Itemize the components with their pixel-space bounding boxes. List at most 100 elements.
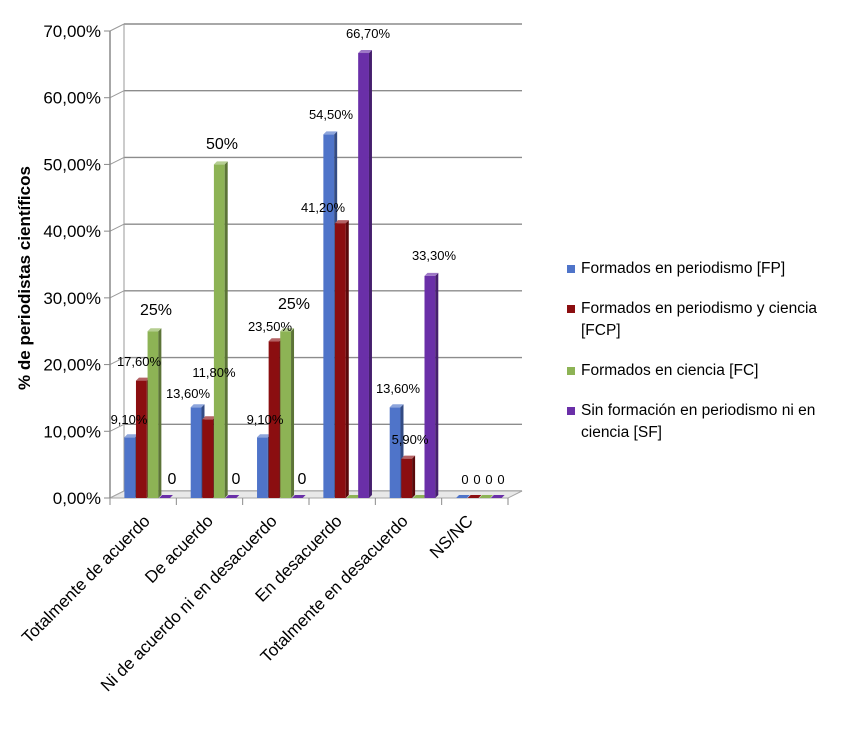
y-tick-label: 30,00% (43, 289, 101, 308)
bar-front (213, 164, 225, 498)
bar-side (158, 328, 162, 498)
bar-front (202, 419, 214, 498)
bar-top (334, 220, 349, 224)
bar-side (291, 328, 295, 498)
bar-top (124, 434, 139, 438)
bar-zero (490, 495, 505, 498)
legend-swatch (567, 367, 575, 375)
data-label: 25% (140, 302, 172, 319)
bar-4-6 (490, 495, 505, 498)
x-category-label: Totalmente de acuerdo (18, 511, 154, 647)
data-label: 0 (485, 472, 492, 487)
bar-top (147, 328, 162, 332)
data-label: 17,60% (117, 354, 162, 369)
bar-zero (412, 495, 427, 498)
y-tick-label: 60,00% (43, 89, 101, 108)
y-tick-label: 20,00% (43, 356, 101, 375)
bar-top (389, 404, 404, 408)
data-label: 11,80% (192, 365, 236, 380)
bar-front (334, 223, 346, 498)
data-label: 13,60% (166, 386, 211, 401)
data-label: 0 (168, 471, 177, 488)
data-label: 33,30% (412, 248, 457, 263)
legend-label: Sin formación en periodismo ni en cienci… (581, 402, 816, 441)
bar-top (280, 328, 295, 332)
gridline-side (109, 90, 125, 99)
data-label: 41,20% (301, 200, 346, 215)
bar-top (213, 161, 228, 165)
legend-swatch (567, 407, 575, 415)
bar-top (257, 434, 271, 438)
gridline-side (109, 357, 125, 366)
y-tick-label: 10,00% (43, 422, 101, 441)
bar-4-2 (225, 495, 240, 498)
bar-front (135, 380, 147, 498)
bar-top (202, 416, 217, 420)
bar-zero (346, 495, 361, 498)
data-label: 66,70% (346, 26, 391, 41)
gridlines (109, 23, 522, 499)
gridline-side (109, 290, 125, 299)
legend-swatch (567, 265, 575, 273)
bar-front (147, 331, 159, 498)
bar-front (280, 331, 292, 498)
bar-4-1 (159, 495, 173, 498)
legend-label: Formados en periodismo [FP] (581, 260, 786, 277)
bar-top (190, 404, 205, 408)
data-label: 0 (461, 472, 468, 487)
data-label: 25% (278, 296, 310, 313)
data-label: 0 (298, 471, 307, 488)
y-axis-label: % de periodistas científicos (15, 166, 34, 390)
data-label: 50% (206, 136, 238, 153)
legend-label: Formados en periodismo y ciencia [FCP] (581, 300, 818, 339)
gridline-side (109, 423, 125, 432)
bar-side (412, 455, 416, 498)
y-tick-label: 40,00% (43, 222, 101, 241)
bar-3-1 (147, 328, 162, 498)
bar-zero (291, 495, 306, 498)
bar-front (323, 134, 335, 498)
data-label: 23,50% (248, 319, 293, 334)
bars (124, 50, 505, 498)
bar-front (424, 275, 436, 498)
bar-3-3 (280, 328, 295, 498)
bar-top (135, 377, 150, 381)
bar-front (358, 53, 369, 498)
bar-3-4 (346, 495, 361, 498)
bar-zero (479, 495, 494, 498)
bar-top (268, 338, 283, 342)
legend-swatch (567, 305, 575, 313)
bar-1-6 (456, 495, 470, 498)
data-label: 0 (473, 472, 480, 487)
gridline-side (109, 223, 125, 232)
data-label: 9,10% (111, 412, 148, 427)
bar-top (323, 131, 338, 135)
bar-2-4 (334, 220, 349, 498)
data-label: 0 (232, 471, 241, 488)
bar-side (345, 220, 349, 498)
data-label: 5,90% (392, 432, 429, 447)
gridline-side (109, 156, 125, 165)
legend: Formados en periodismo [FP] Formados en p… (567, 258, 839, 462)
gridline-side (109, 23, 125, 32)
y-tick-label: 0,00% (53, 489, 101, 508)
bar-front (124, 437, 136, 498)
bar-zero (456, 495, 470, 498)
y-tick-label: 70,00% (43, 22, 101, 41)
bar-zero (467, 495, 482, 498)
data-label: 9,10% (247, 412, 284, 427)
bar-zero (159, 495, 173, 498)
bar-side (435, 272, 439, 498)
bar-4-3 (291, 495, 306, 498)
y-tick-labels: 0,00% 10,00% 20,00% 30,00% 40,00% 50,00% 60,00… (43, 22, 101, 508)
legend-item: Formados en ciencia [FC] (567, 360, 839, 382)
data-label: 13,60% (376, 381, 421, 396)
bar-top (358, 50, 372, 54)
bar-side (368, 50, 372, 498)
legend-item: Formados en periodismo [FP] (567, 258, 839, 280)
legend-item: Sin formación en periodismo ni en cienci… (567, 400, 839, 444)
bar-3-2 (213, 161, 228, 498)
x-category-label: NS/NC (426, 511, 477, 562)
bar-zero (225, 495, 240, 498)
